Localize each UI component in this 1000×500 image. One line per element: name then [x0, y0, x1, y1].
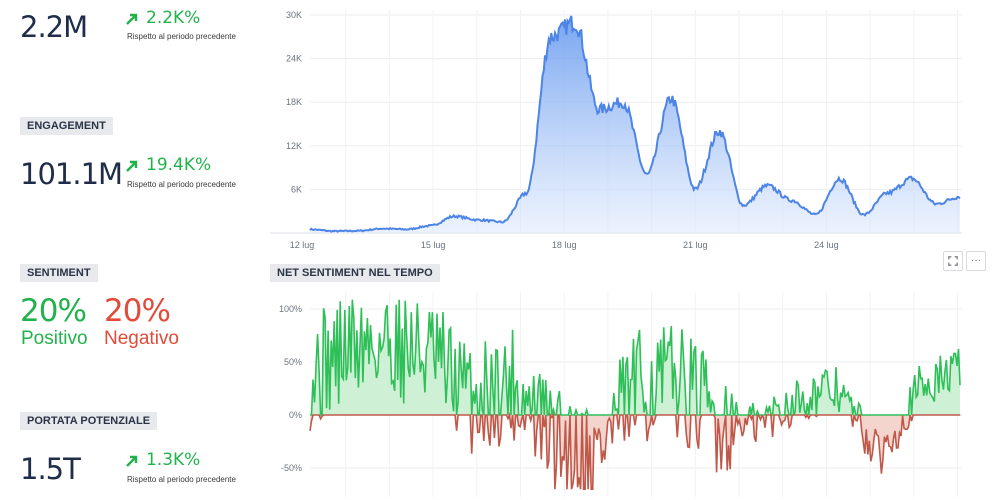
arrow-up-right-icon — [126, 160, 138, 172]
engagement-label: ENGAGEMENT — [20, 117, 113, 135]
negative-sentiment-area — [310, 415, 960, 490]
arrow-up-right-icon — [126, 13, 138, 25]
reach-note: Rispetto al periodo precedente — [127, 475, 236, 484]
x-tick-label: 21 lug — [683, 240, 708, 250]
mentions-note: Rispetto al periodo precedente — [127, 32, 236, 41]
net-sentiment-title: NET SENTIMENT NEL TEMPO — [270, 264, 440, 282]
net-sentiment-chart: 100% 50% 0% -50% — [279, 292, 962, 497]
sentiment-positive-label: Positivo — [21, 328, 88, 349]
y-tick-label: 24K — [286, 54, 302, 64]
y-tick-label: 50% — [284, 357, 302, 367]
y-tick-label: 100% — [279, 304, 302, 314]
expand-icon[interactable] — [943, 251, 963, 271]
x-tick-label: 15 lug — [421, 240, 446, 250]
negative-sentiment-line — [309, 411, 960, 490]
y-tick-label: 0% — [289, 410, 302, 420]
engagement-note: Rispetto al periodo precedente — [127, 180, 236, 189]
mentions-change: 2.2K% — [146, 8, 201, 28]
x-tick-label: 12 lug — [290, 240, 315, 250]
y-tick-label: -50% — [281, 463, 302, 473]
arrow-up-right-icon — [126, 455, 138, 467]
sentiment-positive-pct: 20% — [20, 293, 87, 329]
sentiment-negative-pct: 20% — [104, 293, 171, 329]
engagement-change: 19.4K% — [146, 155, 212, 175]
mentions-line — [309, 15, 961, 233]
mentions-value: 2.2M — [20, 10, 88, 44]
reach-change: 1.3K% — [146, 450, 201, 470]
more-icon[interactable]: ··· — [966, 251, 986, 271]
mentions-area — [310, 16, 960, 233]
y-tick-label: 30K — [286, 10, 302, 20]
y-tick-label: 18K — [286, 97, 302, 107]
engagement-value: 101.1M — [20, 157, 123, 191]
sentiment-label: SENTIMENT — [20, 264, 98, 282]
x-tick-label: 24 lug — [814, 240, 839, 250]
x-tick-label: 18 lug — [552, 240, 577, 250]
sentiment-negative-label: Negativo — [104, 328, 179, 349]
reach-label: PORTATA POTENZIALE — [20, 412, 158, 430]
reach-value: 1.5T — [20, 452, 81, 486]
y-tick-label: 12K — [286, 141, 302, 151]
mentions-volume-chart: 6K 12K 18K 24K 30K 12 lug 15 lug 18 lug 21 lug 24… — [270, 10, 962, 250]
positive-sentiment-area — [310, 299, 960, 415]
y-tick-label: 6K — [291, 184, 302, 194]
positive-sentiment-line — [310, 299, 961, 417]
